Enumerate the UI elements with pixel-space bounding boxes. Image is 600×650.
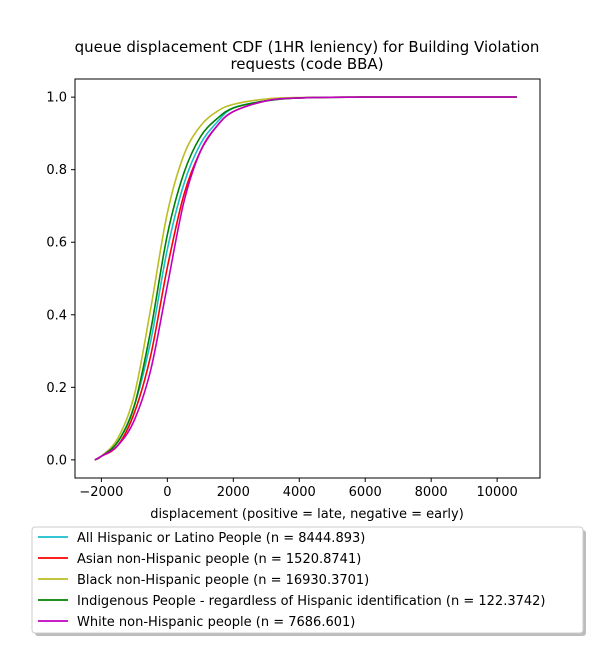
x-tick-label: 6000 [349, 485, 382, 500]
series-line-0 [94, 96, 517, 461]
chart-title-line-1: queue displacement CDF (1HR leniency) fo… [75, 38, 540, 56]
ticks-layer: −2000 0 2000 4000 6000 8000 10000 0.0 0.2 0.4 0.6 0… [46, 91, 517, 500]
y-tick-label: 0.6 [46, 236, 67, 251]
y-tick-label: 0.2 [46, 381, 67, 396]
chart-title-line-2: requests (code BBA) [230, 55, 383, 73]
series-line-4 [94, 96, 517, 461]
y-tick-label: 0.4 [46, 308, 67, 323]
plot-frame [74, 78, 541, 479]
legend-box [31, 526, 584, 634]
legend-label-3: Indigenous People - regardless of Hispan… [77, 594, 546, 609]
x-tick-label: 2000 [217, 485, 250, 500]
y-tick-label: 0.0 [46, 453, 67, 468]
series-line-2 [94, 96, 517, 461]
legend-label-4: White non-Hispanic people (n = 7686.601) [77, 615, 355, 630]
legend-items: All Hispanic or Latino People (n = 8444.… [38, 531, 546, 630]
legend: All Hispanic or Latino People (n = 8444.… [31, 526, 586, 636]
x-tick-label: 10000 [476, 485, 517, 500]
y-tick-label: 1.0 [46, 91, 67, 106]
legend-label-1: Asian non-Hispanic people (n = 1520.8741… [77, 552, 361, 567]
y-tick-label: 0.8 [46, 163, 67, 178]
x-tick-label: 4000 [283, 485, 316, 500]
series-line-1 [94, 96, 517, 461]
x-tick-label: −2000 [79, 485, 123, 500]
x-tick-label: 8000 [415, 485, 448, 500]
legend-label-2: Black non-Hispanic people (n = 16930.370… [77, 573, 369, 588]
legend-label-0: All Hispanic or Latino People (n = 8444.… [77, 531, 365, 546]
x-tick-label: 0 [163, 485, 171, 500]
series-line-3 [94, 96, 517, 461]
x-axis-label: displacement (positive = late, negative … [150, 507, 464, 522]
series-layer [94, 96, 517, 461]
